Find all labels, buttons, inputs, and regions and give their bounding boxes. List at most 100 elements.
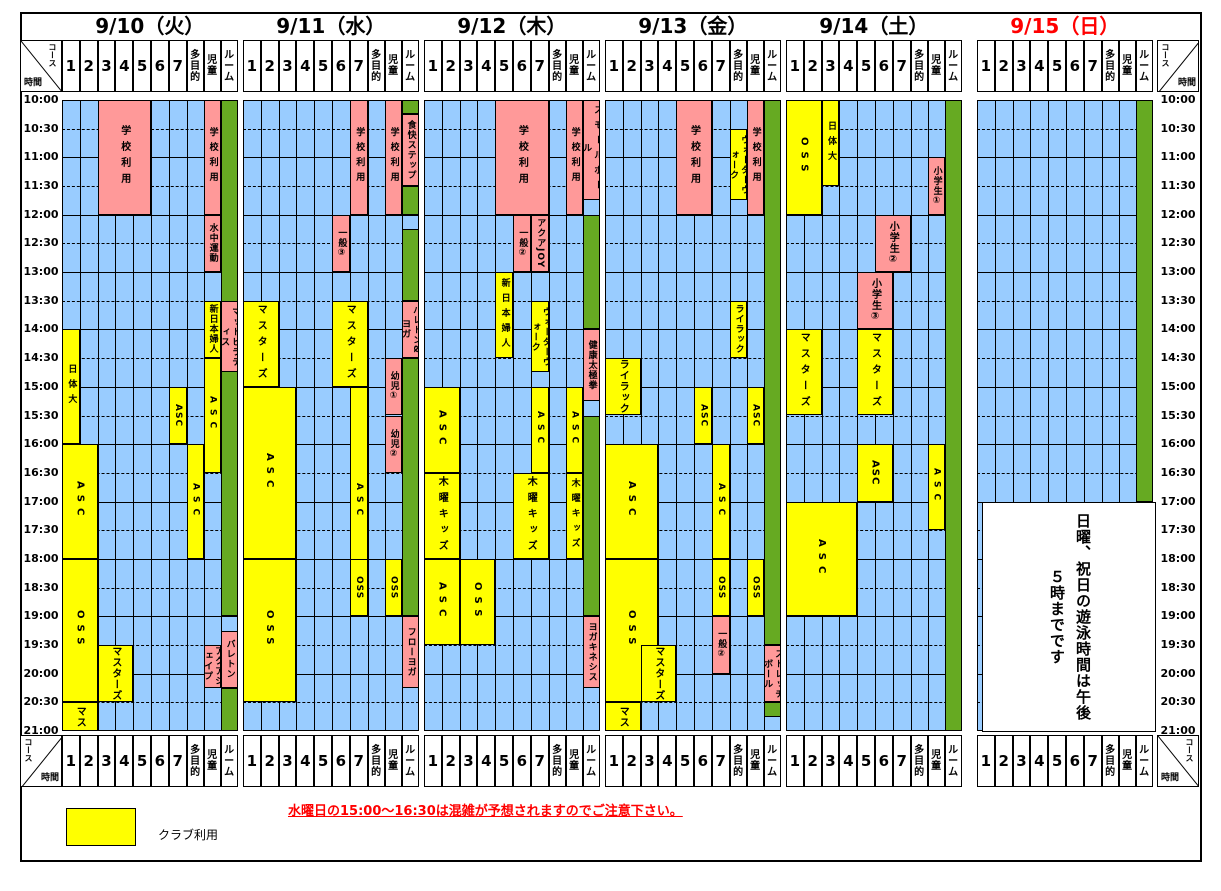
lane-header-top-cell: 1 <box>977 40 995 92</box>
booking-block: 新日本婦人 <box>495 272 513 359</box>
time-label: 19:00 <box>23 609 59 623</box>
booking-label: 学校利用 <box>688 125 700 190</box>
time-gridline <box>243 386 419 388</box>
time-label: 20:00 <box>23 666 59 680</box>
booking-label: OSS <box>74 610 86 651</box>
booking-block: ASC <box>424 558 460 645</box>
time-gridline <box>424 673 600 675</box>
lane-header-top-cell: 多目的 <box>910 40 928 92</box>
booking-label: 一般② <box>716 629 727 661</box>
booking-label: 小学生② <box>887 220 899 266</box>
time-gridline <box>243 214 419 216</box>
booking-label: ヨガキネシス <box>586 622 597 683</box>
lane-header-bottom-cell: 4 <box>477 735 496 787</box>
booking-block: マス <box>62 702 98 731</box>
lane-header-top-cell: 2 <box>441 40 460 92</box>
booking-label: OSS <box>354 575 365 600</box>
booking-label: 水中運動 <box>207 223 218 264</box>
lane-header-bottom-cell: 2 <box>79 735 98 787</box>
time-label: 21:00 <box>23 724 59 737</box>
time-gridline <box>62 300 238 302</box>
lane-header-bottom-cell: 6 <box>694 735 712 787</box>
corner-diagonal <box>1158 736 1198 786</box>
time-label: 10:30 <box>23 121 59 135</box>
booking-label: 学校利用 <box>118 125 130 190</box>
room-band <box>401 100 419 115</box>
lane-header-top-cell: 3 <box>821 40 840 92</box>
booking-label: 新日本婦人 <box>207 304 218 355</box>
lane-header-bottom-cell: 多目的 <box>548 735 566 787</box>
lane-header-top-cell: ルーム <box>944 40 962 92</box>
booking-block: マスターズ <box>243 300 279 387</box>
lane-header-top-cell: 2 <box>260 40 279 92</box>
lane-header-bottom-cell: 多目的 <box>186 735 204 787</box>
time-gridline <box>243 157 419 159</box>
lane-header-bottom-cell: 5 <box>1048 735 1066 787</box>
booking-block: ウォーターウォーク <box>729 128 747 201</box>
booking-label: ASC <box>436 581 448 623</box>
lane-header-bottom-cell: 児童 <box>746 735 764 787</box>
booking-block: ライラック <box>729 300 747 359</box>
lane-header-bottom-cell: 6 <box>513 735 531 787</box>
corner-cell: コース 時間 <box>1157 40 1199 92</box>
booking-block: 木曜キッズ <box>565 472 583 559</box>
booking-label: 幼児② <box>388 428 399 460</box>
time-gridline <box>62 358 238 360</box>
booking-label: 学校利用 <box>516 125 528 190</box>
time-label: 12:30 <box>23 236 59 250</box>
time-label: 13:30 <box>1160 293 1196 307</box>
time-gridline <box>605 243 781 245</box>
time-gridline <box>605 644 781 646</box>
room-band <box>220 687 238 731</box>
lane-header-top-cell: 6 <box>694 40 712 92</box>
time-gridline <box>243 587 419 589</box>
booking-block: ASC <box>565 386 583 473</box>
booking-block: 日体大 <box>821 100 840 187</box>
time-gridline <box>786 616 962 618</box>
lane-header-bottom-cell: 5 <box>676 735 694 787</box>
time-gridline <box>786 243 962 245</box>
lane-header-top-cell: 児童 <box>927 40 945 92</box>
time-gridline <box>786 157 962 159</box>
booking-label: OSS <box>388 575 399 600</box>
lane-header-top-cell: 5 <box>857 40 875 92</box>
time-label: 19:30 <box>1160 637 1196 651</box>
room-band <box>763 100 781 645</box>
booking-label: ASC <box>716 482 727 521</box>
lane-header-top-cell: 2 <box>79 40 98 92</box>
time-gridline <box>424 386 600 388</box>
room-band <box>401 229 419 301</box>
lane-header-bottom-cell: 3 <box>1012 735 1031 787</box>
booking-block: 小学生③ <box>857 272 893 330</box>
time-label: 12:00 <box>23 207 59 221</box>
lane-header-top-cell: 5 <box>133 40 151 92</box>
booking-block: ウォーターウォーク <box>530 300 549 373</box>
booking-label: OSS <box>264 610 276 651</box>
lane-header-bottom-cell: 5 <box>857 735 875 787</box>
lane-header-top-cell: 1 <box>62 40 80 92</box>
time-gridline <box>977 472 1153 474</box>
time-label: 10:00 <box>23 93 59 106</box>
time-label: 20:00 <box>1160 666 1196 680</box>
booking-block: マスターズ <box>332 300 368 387</box>
time-label: 11:30 <box>23 179 59 193</box>
time-gridline <box>62 702 238 704</box>
time-gridline <box>786 186 962 188</box>
time-gridline <box>62 644 238 646</box>
time-gridline <box>424 644 600 646</box>
lane-header-top-cell: 多目的 <box>548 40 566 92</box>
time-gridline <box>786 415 962 417</box>
lane-header-bottom-cell: 3 <box>640 735 659 787</box>
booking-block: マスターズ <box>857 329 893 416</box>
booking-block: OSS <box>459 558 496 645</box>
booking-block: 学校利用 <box>495 100 549 215</box>
time-gridline <box>977 386 1153 388</box>
schedule-frame <box>20 12 1202 862</box>
lane-header-top-cell: 7 <box>1083 40 1102 92</box>
booking-label: 健康太極拳 <box>586 340 597 391</box>
booking-label: バレトン&ヨガ <box>401 305 419 354</box>
lane-header-top-cell: ルーム <box>401 40 419 92</box>
booking-block: 一般② <box>711 616 730 674</box>
lane-header-top-cell: 2 <box>803 40 822 92</box>
lane-header-bottom-cell: 3 <box>278 735 297 787</box>
